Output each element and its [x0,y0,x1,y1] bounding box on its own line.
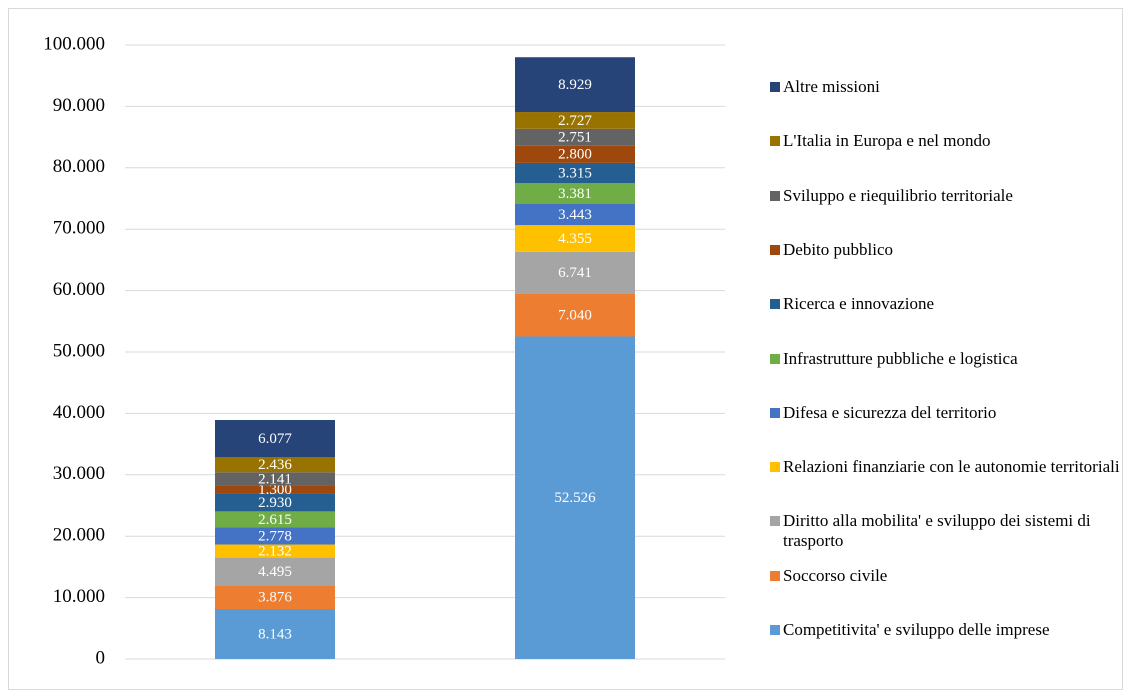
data-label: 2.436 [258,457,292,473]
y-tick-label: 70.000 [53,218,105,239]
y-tick-label: 30.000 [53,463,105,484]
legend-label: Difesa e sicurezza del territorio [783,402,997,422]
y-tick-label: 100.000 [43,33,105,54]
data-label: 2.778 [258,528,292,544]
legend-entry: Altre missioni [770,77,1120,97]
bar-segment [515,128,635,146]
legend-label: Debito pubblico [783,239,894,259]
data-label: 3.381 [558,186,592,202]
legend-label: Competitivita' e sviluppo delle imprese [783,620,1050,639]
y-tick-label: 50.000 [53,340,105,361]
data-label: 6.077 [258,431,292,447]
data-label: 52.526 [554,490,596,506]
legend-entry: Ricerca e innovazione [770,294,1120,314]
bar-segment [515,225,635,252]
y-tick-label: 40.000 [53,402,105,423]
legend-label: Infrastrutture pubbliche e logistica [783,348,1018,368]
legend-entry: L'Italia in Europa e nel mondo [770,131,1120,151]
legend-swatch [770,462,780,473]
data-label: 1.300 [258,482,292,498]
bar-segment [215,457,335,473]
bar-segment [215,527,335,545]
legend-label: Altre missioni [783,77,880,96]
bar-segment [215,420,335,458]
y-tick-label: 80.000 [53,156,105,177]
bar-segment [515,336,635,659]
bar-segment [215,557,335,586]
y-tick-label: 10.000 [53,586,105,607]
bar-segment [515,162,635,184]
legend-label: Soccorso civile [783,565,888,585]
legend-entry: Competitivita' e sviluppo delle imprese [770,620,1120,640]
y-tick-label: 60.000 [53,279,105,300]
bar-segment [515,145,635,163]
bar-segment [215,544,335,558]
legend-swatch [770,190,780,201]
legend-label: Relazioni finanziarie con le autonomie t… [783,457,1120,477]
legend-label: Sviluppo e riequilibrio territoriale [783,185,1013,205]
data-label: 2.727 [558,113,592,129]
y-tick-label: 90.000 [53,95,105,116]
legend-entry: Relazioni finanziarie con le autonomie t… [770,457,1120,477]
bar-segment [515,57,635,113]
data-label: 2.751 [558,130,592,146]
data-label: 4.495 [258,564,292,580]
data-label: 3.876 [258,590,292,606]
legend-swatch [770,570,780,581]
data-label: 2.930 [258,495,292,511]
chart-border [8,8,1123,690]
bar-segment [515,203,635,226]
data-label: 6.741 [558,265,592,281]
legend-label: Diritto alla mobilita' e sviluppo dei si… [783,511,1091,551]
legend-swatch [770,136,780,147]
data-label: 3.443 [558,207,592,223]
data-label: 3.315 [558,165,592,181]
legend-label: L'Italia in Europa e nel mondo [783,131,991,151]
data-label: 2.615 [258,512,292,528]
legend-swatch [770,299,780,310]
legend-swatch [770,353,780,364]
data-label: 4.355 [558,231,592,247]
bar-segment [215,585,335,610]
data-label: 2.141 [258,471,292,487]
bar-segment [215,511,335,528]
data-label: 7.040 [558,307,592,323]
legend-label: Ricerca e innovazione [783,294,935,314]
legend-swatch [770,82,780,92]
bar-segment [215,609,335,659]
bar-segment [215,493,335,512]
bar-segment [515,293,635,337]
y-tick-label: 20.000 [53,525,105,546]
legend-swatch [770,407,780,418]
legend-entry: Debito pubblico [770,240,1120,260]
bar-segment [515,112,635,129]
data-label: 2.800 [558,147,592,163]
bar-segment [215,472,335,486]
bar-segment [215,485,335,494]
bar-segment [515,251,635,294]
legend-entry: Sviluppo e riequilibrio territoriale [770,186,1120,206]
legend-swatch [770,244,780,255]
legend-entry: Infrastrutture pubbliche e logistica [770,349,1120,369]
data-label: 2.132 [258,543,292,559]
legend-swatch [770,516,780,527]
data-label: 8.929 [558,77,592,93]
legend-entry: Soccorso civile [770,566,1120,586]
legend-swatch [770,625,780,635]
legend-entry: Diritto alla mobilita' e sviluppo dei si… [770,511,1120,551]
data-label: 8.143 [258,626,292,642]
bar-segment [515,183,635,204]
legend-entry: Difesa e sicurezza del territorio [770,403,1120,423]
y-tick-label: 0 [96,647,106,668]
